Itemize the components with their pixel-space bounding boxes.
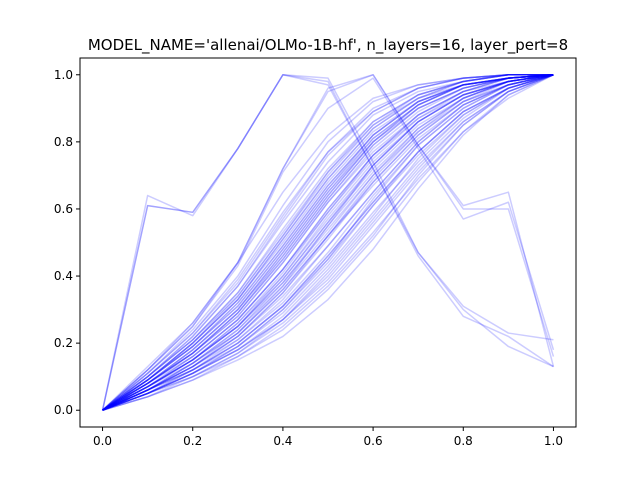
series-line-25 xyxy=(102,74,554,411)
series-line-23 xyxy=(102,74,554,411)
series-line-46 xyxy=(102,74,554,411)
chart-title: MODEL_NAME='allenai/OLMo-1B-hf', n_layer… xyxy=(88,36,568,55)
series-line-22 xyxy=(102,74,554,411)
x-tick-label: 1.0 xyxy=(544,434,563,448)
series-line-9 xyxy=(102,74,554,411)
series-line-28 xyxy=(102,74,554,411)
series-line-52 xyxy=(102,74,554,411)
y-tick-label: 0.8 xyxy=(54,135,73,149)
y-tick-label: 0.6 xyxy=(54,202,73,216)
series-line-11 xyxy=(102,74,554,411)
series-line-18 xyxy=(102,74,554,411)
series-line-24 xyxy=(102,74,554,411)
series-line-57 xyxy=(102,74,554,411)
series-line-53 xyxy=(102,74,554,411)
x-tick-label: 0.2 xyxy=(183,434,202,448)
series-line-50 xyxy=(102,74,554,411)
series-line-49 xyxy=(102,74,554,411)
series-line-62 xyxy=(102,74,554,411)
x-tick-label: 0.0 xyxy=(93,434,112,448)
series-lines xyxy=(101,74,555,411)
series-line-36 xyxy=(102,74,554,411)
series-line-3 xyxy=(101,74,554,411)
series-line-30 xyxy=(102,74,554,411)
series-line-2 xyxy=(101,74,554,411)
series-line-21 xyxy=(102,74,554,411)
series-line-31 xyxy=(102,74,554,411)
series-line-41 xyxy=(102,74,554,411)
y-tick-label: 0.0 xyxy=(54,403,73,417)
series-line-12 xyxy=(102,74,554,411)
series-line-33 xyxy=(102,74,554,411)
series-line-20 xyxy=(102,74,554,411)
series-line-37 xyxy=(102,74,554,411)
plot-frame xyxy=(79,57,577,428)
series-line-63 xyxy=(102,74,554,411)
series-line-54 xyxy=(102,74,554,411)
series-line-44 xyxy=(102,74,554,411)
series-line-34 xyxy=(102,74,554,411)
series-line-7 xyxy=(102,74,554,411)
series-line-6 xyxy=(102,77,555,411)
series-line-39 xyxy=(102,74,554,411)
series-line-29 xyxy=(102,74,554,411)
series-line-56 xyxy=(102,74,554,411)
series-line-42 xyxy=(102,74,554,411)
y-tick-label: 0.2 xyxy=(54,336,73,350)
series-line-40 xyxy=(102,74,554,411)
series-line-59 xyxy=(102,74,554,411)
series-line-60 xyxy=(102,74,554,411)
series-line-43 xyxy=(102,74,554,411)
series-line-27 xyxy=(102,74,554,411)
series-line-64 xyxy=(102,74,554,411)
y-axis-ticks: 0.0 0.2 0.4 0.6 0.8 1.0 xyxy=(54,68,80,417)
series-line-26 xyxy=(102,74,554,411)
series-line-48 xyxy=(102,74,554,411)
series-line-51 xyxy=(102,74,554,411)
series-line-1 xyxy=(101,74,554,411)
x-tick-label: 0.6 xyxy=(364,434,383,448)
series-line-38 xyxy=(102,74,554,411)
axes xyxy=(79,57,577,428)
series-line-16 xyxy=(102,74,554,411)
y-tick-label: 0.4 xyxy=(54,269,73,283)
series-line-32 xyxy=(102,74,554,411)
series-line-35 xyxy=(102,74,554,411)
series-line-47 xyxy=(102,74,554,411)
series-line-55 xyxy=(102,74,554,411)
series-line-10 xyxy=(102,74,554,411)
series-line-17 xyxy=(102,74,554,411)
series-line-5 xyxy=(102,74,555,411)
x-axis-ticks: 0.0 0.2 0.4 0.6 0.8 1.0 xyxy=(93,427,563,448)
series-line-15 xyxy=(102,74,554,411)
series-line-14 xyxy=(102,74,554,411)
series-line-13 xyxy=(102,74,554,411)
series-line-61 xyxy=(102,74,554,411)
series-line-8 xyxy=(102,74,554,411)
series-line-19 xyxy=(102,74,554,411)
y-tick-label: 1.0 xyxy=(54,68,73,82)
series-line-45 xyxy=(102,74,554,411)
series-line-4 xyxy=(102,74,555,411)
x-tick-label: 0.8 xyxy=(454,434,473,448)
x-tick-label: 0.4 xyxy=(273,434,292,448)
series-line-58 xyxy=(102,74,554,411)
